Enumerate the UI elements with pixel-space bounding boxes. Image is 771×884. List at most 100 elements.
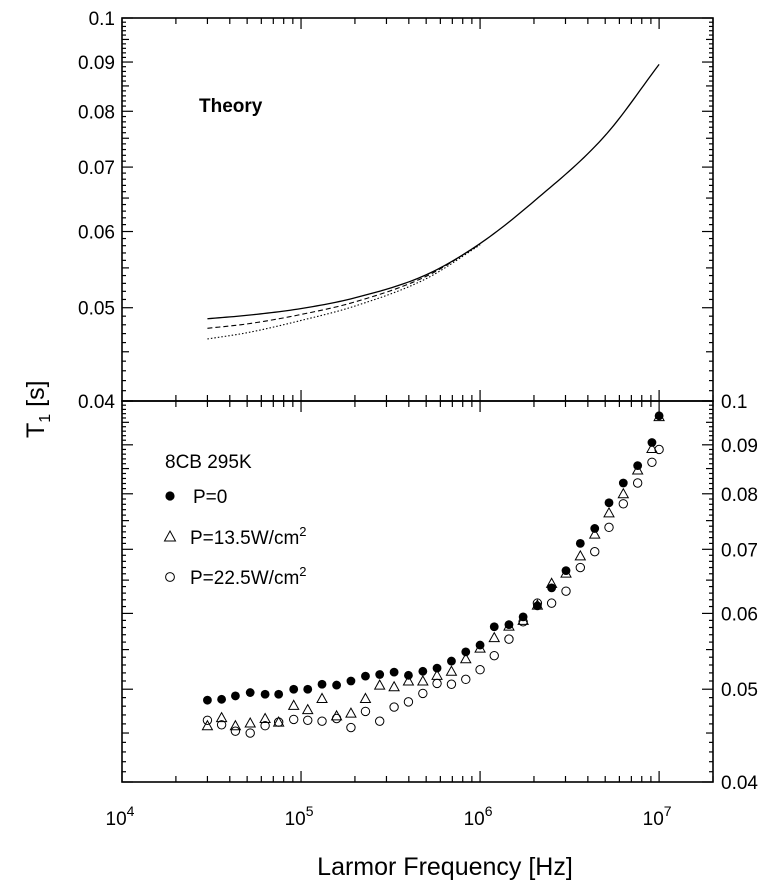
plot-frame [121,400,714,783]
legend-item-p225: P=22.5W/cm2 [165,564,307,589]
legend-marker-open-circle [165,572,175,582]
data-point-p135 [531,599,544,610]
data-point-p0 [418,666,428,676]
data-point-p0 [260,689,270,699]
data-point-p225 [518,617,528,627]
y-tick-label: 0.05 [78,299,115,320]
y-tick-label: 0.04 [721,773,758,794]
data-point-p0 [317,679,327,689]
data-point-p135 [445,665,458,676]
data-point-p135 [653,410,665,422]
x-tick-label: 105 [285,803,314,830]
y-axis-title: T1 [s] [22,380,54,438]
data-point-p0 [604,498,614,508]
data-point-p135 [301,703,314,715]
legend-item-p135: P=13.5W/cm2 [163,524,307,549]
data-point-p135 [459,652,472,664]
data-point-p0 [375,670,385,679]
y-tick-label: 0.04 [78,392,115,413]
y-tick-label: 0.09 [721,436,758,457]
data-point-p0 [575,539,585,548]
data-point-p225 [346,722,356,733]
data-point-p225 [418,688,428,699]
data-point-p0 [547,583,557,593]
y-tick-label: 0.08 [78,102,115,123]
data-point-p135 [287,699,300,710]
legend-item-p0: P=0 [165,487,227,508]
data-point-p225 [604,522,614,533]
data-point-p225 [590,546,600,557]
data-point-p225 [389,702,399,712]
data-point-p135 [603,506,615,518]
x-tick-label: 106 [464,803,493,830]
legend-label-p135: P=13.5W/cm2 [190,524,307,549]
plot-frame [121,17,714,402]
data-point-p225 [575,562,586,573]
legend: P=0 P=13.5W/cm2 P=22.5W/cm2 [163,487,307,589]
data-point-p135 [488,631,501,643]
data-point-p0 [346,676,356,686]
data-point-p225 [561,586,571,596]
legend-marker-filled-circle [165,491,175,501]
data-point-p0 [447,656,456,666]
theory-curve-dotted [207,244,481,340]
data-point-p225 [317,716,327,726]
data-point-p225 [461,674,471,685]
data-point-p0 [618,478,628,488]
theory-curve-dashed [207,243,481,329]
data-point-p225 [303,715,313,725]
data-point-p135 [373,679,386,690]
legend-label-p225: P=22.5W/cm2 [190,564,307,589]
data-point-p135 [474,642,486,653]
data-point-p225 [202,715,213,725]
sample-annotation: 8CB 295K [165,452,252,473]
y-tick-label: 0.09 [78,53,115,74]
data-point-p135 [229,719,242,731]
theory-curve-solid [207,63,660,320]
data-point-p0 [289,684,299,694]
data-point-p0 [203,695,212,705]
data-point-p225 [446,679,457,689]
data-point-p225 [403,697,414,707]
data-point-p135 [416,674,429,686]
data-point-p225 [331,713,342,724]
data-point-p0 [274,689,284,699]
data-point-p225 [360,706,371,717]
data-point-p225 [374,716,385,726]
theory-annotation: Theory [199,96,263,117]
data-point-p135 [402,674,415,686]
top-panel: 0.04 0.05 0.06 0.07 0.08 0.09 0.1 [78,9,714,413]
bottom-panel: 0.04 0.05 0.06 0.07 0.08 0.09 0.1 104 105 106 107 [106,392,759,830]
x-tick-label: 104 [106,803,135,830]
y-tick-label: 0.1 [721,392,747,413]
data-point-p0 [389,667,399,677]
data-point-p225 [216,720,227,730]
data-point-p0 [303,684,313,694]
data-point-p225 [618,499,629,509]
data-point-p135 [388,680,400,692]
data-point-p225 [475,665,485,675]
data-point-p225 [654,444,664,455]
data-point-p0 [489,622,499,632]
data-point-p0 [245,688,255,697]
data-point-p135 [588,528,601,539]
data-point-p135 [574,549,587,561]
data-point-p135 [617,487,630,499]
data-point-p0 [432,663,442,673]
data-point-p135 [646,442,658,454]
data-point-p0 [231,691,240,701]
y-tick-label: 0.07 [721,540,758,561]
data-point-p135 [244,716,257,728]
x-tick-label: 107 [643,803,672,830]
data-point-p0 [217,694,226,704]
data-point-p135 [359,692,372,703]
data-point-p225 [432,678,442,689]
legend-label-p0: P=0 [193,487,227,508]
data-point-p225 [532,598,543,608]
data-point-p225 [260,720,270,731]
data-point-p225 [504,634,514,644]
y-tick-label: 0.05 [721,680,758,701]
data-point-p225 [489,650,499,661]
data-point-p135 [517,614,529,625]
